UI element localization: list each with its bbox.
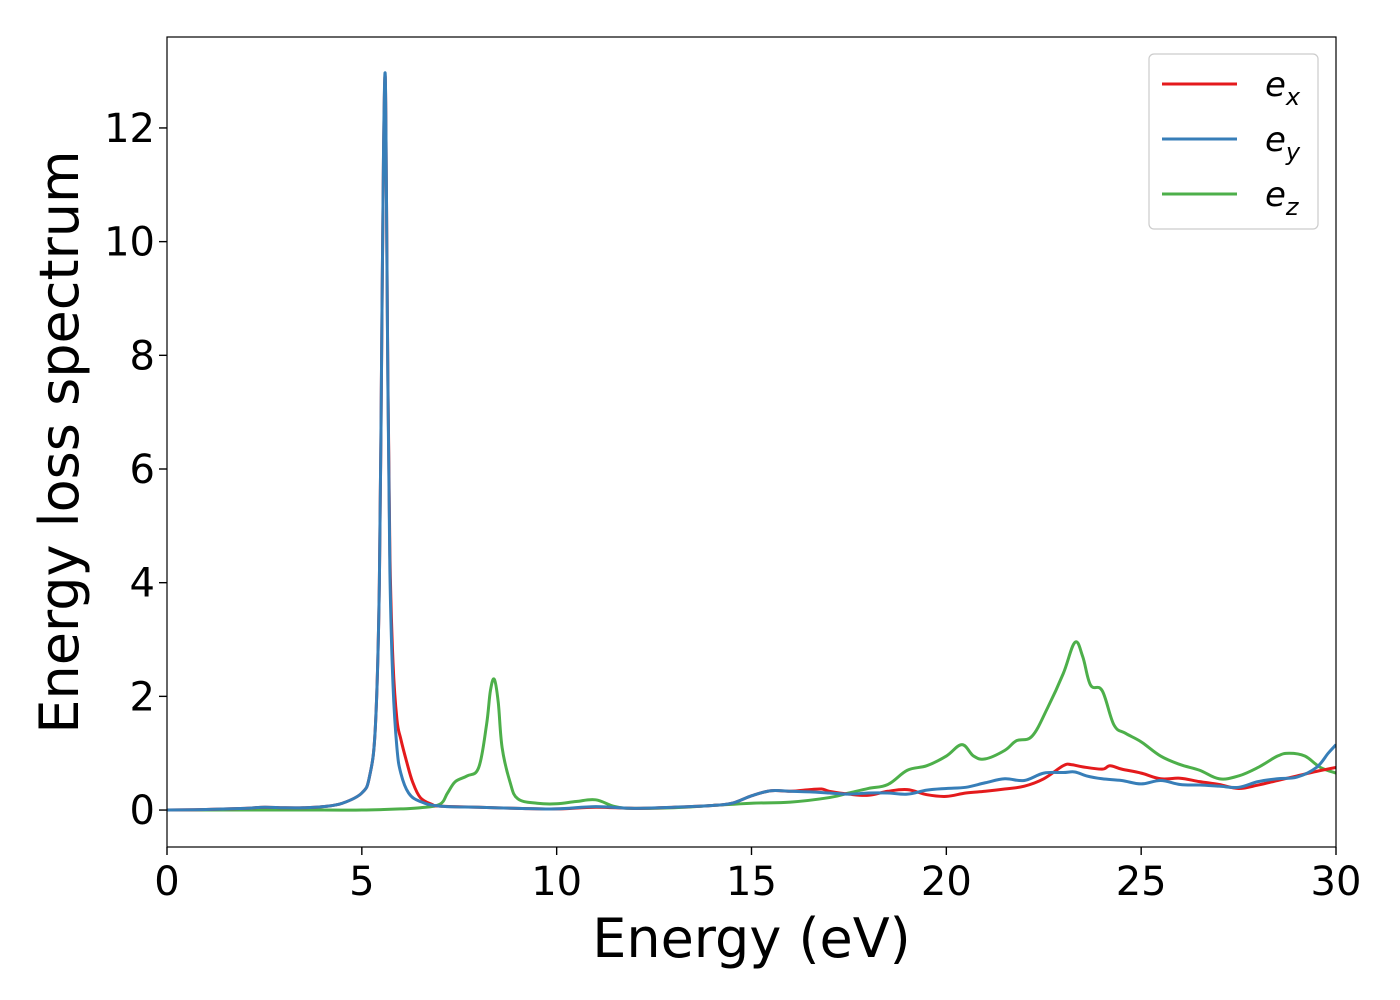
legend-label-e-y: ey [1265,120,1301,166]
series-line-e-z [167,640,1336,812]
x-tick-label: 25 [1116,859,1167,905]
y-tick-label: 10 [104,220,155,266]
x-tick-label: 30 [1311,859,1362,905]
series-layer [167,71,1336,812]
x-tick-label: 0 [154,859,179,905]
y-tick-label: 6 [130,447,155,493]
x-tick-label: 15 [726,859,777,905]
x-axis-ticks: 0 5 10 15 20 25 30 [154,847,1361,905]
y-tick-label: 0 [130,788,155,834]
y-axis-ticks: 0 2 4 6 8 10 12 [104,106,167,834]
x-tick-label: 5 [349,859,374,905]
x-tick-label: 10 [531,859,582,905]
y-tick-label: 2 [130,674,155,720]
y-tick-label: 12 [104,106,155,152]
y-tick-label: 8 [130,333,155,379]
legend-label-e-z: ez [1265,175,1300,221]
legend: ex ey ez [1148,53,1319,230]
y-axis-label: Energy loss spectrum [28,150,91,733]
x-tick-label: 20 [921,859,972,905]
legend-box [1148,53,1319,230]
series-line-e-y [167,71,1336,812]
legend-label-e-x: ex [1265,65,1301,111]
y-tick-label: 4 [130,561,155,607]
x-axis-label: Energy (eV) [592,907,911,970]
